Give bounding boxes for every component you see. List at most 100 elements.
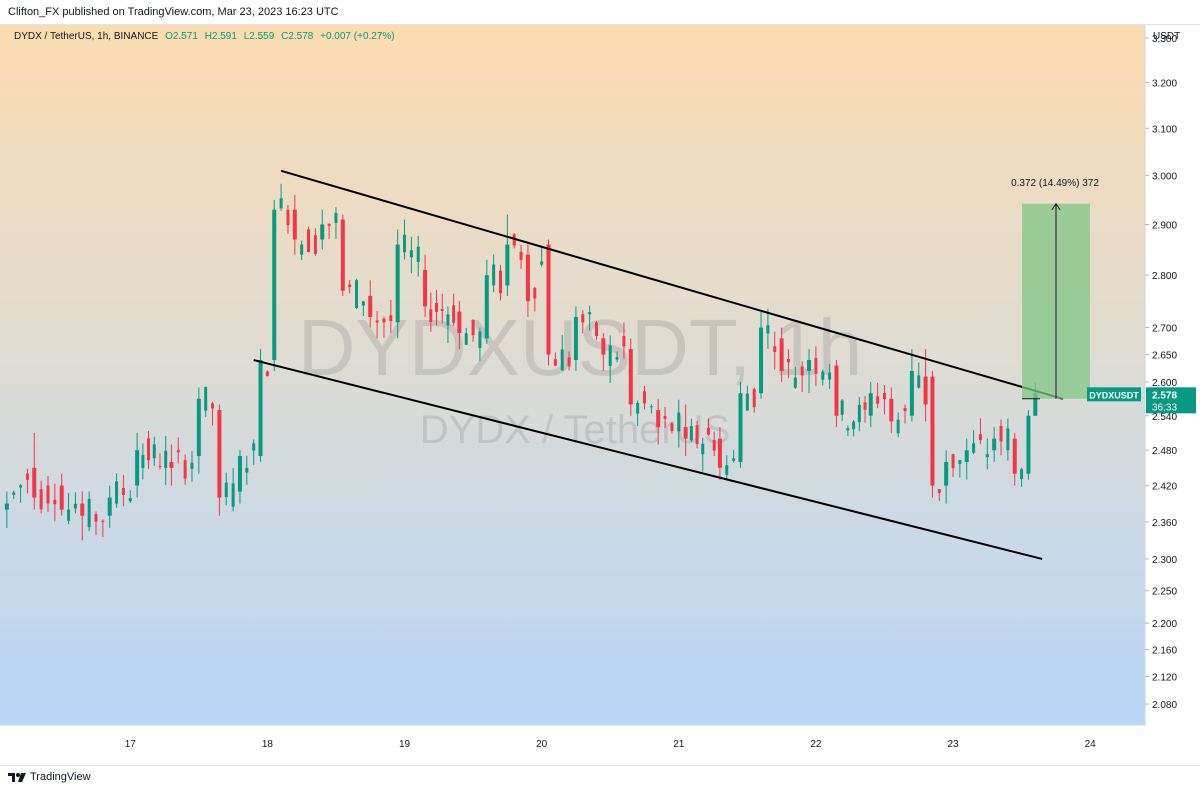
candle-body <box>594 322 598 337</box>
time-tick-label: 18 <box>262 739 274 750</box>
candle-body <box>320 224 325 240</box>
legend-close: C2.578 <box>281 31 314 42</box>
candle-body <box>121 487 125 495</box>
candle-body <box>840 400 844 415</box>
price-tick-label: 2.300 <box>1152 555 1177 566</box>
tradingview-logo[interactable]: TradingView <box>8 771 91 783</box>
price-tag-symbol: DYDXUSDT <box>1089 390 1139 400</box>
measure-arrow-head <box>1051 202 1061 211</box>
candle-body <box>348 284 352 288</box>
price-tick-label: 2.200 <box>1152 619 1177 630</box>
time-tick-label: 17 <box>125 739 137 750</box>
candle-body <box>395 244 400 323</box>
candle-body <box>147 438 151 461</box>
price-tick-label: 2.120 <box>1152 673 1177 684</box>
candle-body <box>846 428 850 431</box>
candle-body <box>512 234 516 246</box>
currency-label: USDT <box>1153 31 1181 42</box>
chart-area[interactable]: DYDXUSDT, 1h DYDX / TetherUS 3.300 3.200 3… <box>0 25 1200 765</box>
tradingview-logo-icon <box>8 773 26 782</box>
candle-body <box>525 254 530 302</box>
candle-body <box>307 229 311 253</box>
publisher-bar: Clifton_FX published on TradingView.com,… <box>0 0 1200 25</box>
candle-body <box>903 407 907 411</box>
candle-body <box>231 483 235 507</box>
candle-body <box>190 462 194 469</box>
candle-body <box>368 295 373 317</box>
candle-body <box>786 358 790 363</box>
legend-symbol: DYDX / TetherUS, 1h, BINANCE <box>14 31 159 42</box>
candle-body <box>649 406 653 408</box>
candle-body <box>1020 469 1024 480</box>
candle-body <box>176 450 180 453</box>
price-tag-value-box <box>1146 387 1196 414</box>
candle-body <box>492 264 496 286</box>
candle-body <box>540 261 544 265</box>
candle-body <box>265 371 269 377</box>
candle-body <box>712 439 716 451</box>
candle-body <box>292 209 297 240</box>
candle-body <box>340 219 345 291</box>
candle-body <box>814 358 818 374</box>
candle-body <box>237 456 242 492</box>
candle-body <box>286 209 290 226</box>
chart-svg[interactable]: DYDXUSDT, 1h DYDX / TetherUS 3.3003.2003… <box>0 25 1200 765</box>
price-tick-label: 2.480 <box>1152 446 1177 457</box>
price-range-measure[interactable]: 0.372 (14.49%) 372 <box>1011 178 1099 400</box>
candle-body <box>793 377 797 388</box>
candle-body <box>937 489 941 494</box>
candle-body <box>930 376 935 486</box>
candle-body <box>863 402 867 410</box>
candle-body <box>19 485 23 488</box>
price-tick-label: 2.800 <box>1152 271 1177 282</box>
tradingview-brand: TradingView <box>30 771 91 783</box>
candle-body <box>677 412 681 432</box>
candle-body <box>164 450 168 468</box>
candle-body <box>909 371 914 416</box>
candle-body <box>382 318 386 323</box>
candle-body <box>53 499 57 505</box>
candle-body <box>992 438 997 451</box>
candle-body <box>670 423 674 432</box>
price-axis[interactable]: 3.300 3.200 3.100 3.000 2.900 2.800 2.700 2.650… <box>1145 34 1177 711</box>
channel-lines[interactable] <box>253 169 1064 560</box>
price-tick-label: 3.100 <box>1152 124 1177 135</box>
candle-body <box>958 460 962 464</box>
candle-body <box>327 223 331 226</box>
candle-body <box>4 503 9 510</box>
candle-body <box>546 244 551 355</box>
candle-body <box>683 427 688 439</box>
candle-body <box>128 498 132 502</box>
candle-body <box>279 198 283 209</box>
candle-body <box>876 396 880 404</box>
candle-body <box>196 398 201 457</box>
candle-body <box>857 404 861 423</box>
candle-body <box>403 234 407 253</box>
candle-body <box>725 465 729 475</box>
candle-body <box>689 426 693 441</box>
candle-body <box>446 314 450 326</box>
candle-body <box>87 498 91 528</box>
candle-body <box>217 410 222 498</box>
candle-body <box>964 450 969 462</box>
candle-body <box>766 325 770 334</box>
time-axis[interactable]: 17 18 19 20 21 22 23 24 <box>125 739 1096 750</box>
candle-body <box>355 280 359 308</box>
candle-body <box>573 316 578 361</box>
candle-body <box>416 246 420 263</box>
candle-body <box>67 509 71 521</box>
candle-body <box>80 503 85 516</box>
candle-body <box>779 338 784 372</box>
candle-body <box>141 455 145 468</box>
price-tick-label: 2.900 <box>1152 220 1177 231</box>
candle-body <box>245 468 249 473</box>
candle-body <box>59 485 64 510</box>
candle-body <box>868 393 873 416</box>
price-tick-label: 2.600 <box>1152 378 1177 389</box>
candle-body <box>821 371 825 380</box>
candle-body <box>834 365 839 416</box>
candle-body <box>882 392 886 400</box>
candle-body <box>732 458 736 461</box>
candle-body <box>435 302 439 312</box>
